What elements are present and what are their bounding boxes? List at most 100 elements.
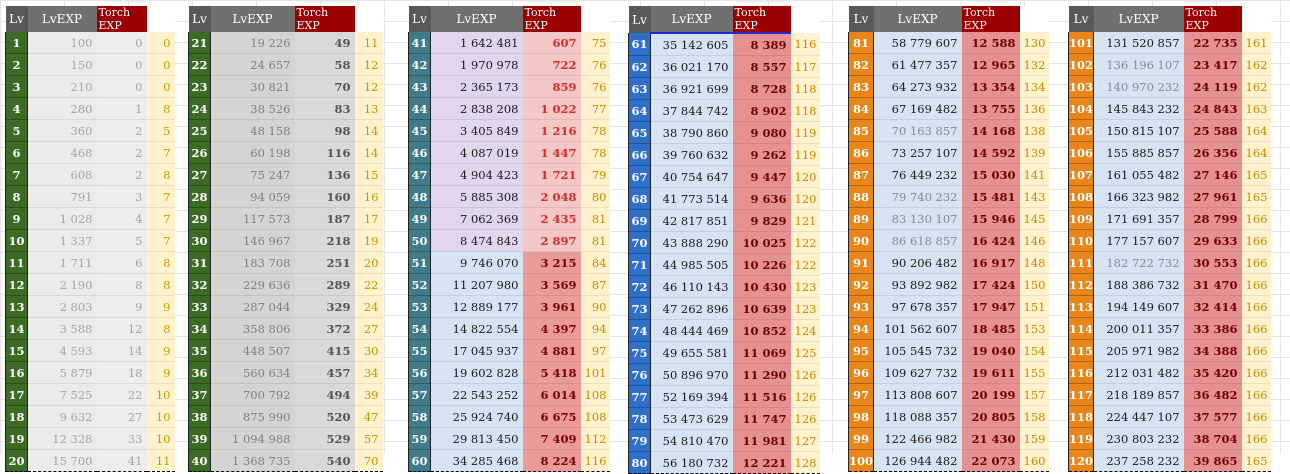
- lvexp-cell[interactable]: 166 323 982: [1093, 185, 1184, 208]
- lvexp-cell[interactable]: 5 879: [27, 361, 97, 384]
- level-cell[interactable]: 73: [628, 297, 651, 320]
- lvexp-cell[interactable]: 183 708: [210, 251, 295, 274]
- torch-exp-cell[interactable]: 11 516: [732, 385, 791, 408]
- level-cell[interactable]: 72: [628, 275, 651, 298]
- torch-exp-cell[interactable]: 19 611: [961, 361, 1020, 384]
- bonus-cell[interactable]: 0: [146, 32, 175, 54]
- lvexp-cell[interactable]: 230 803 232: [1093, 427, 1184, 450]
- torch-exp-cell[interactable]: 18 485: [961, 317, 1020, 340]
- col-header-lv[interactable]: Lv: [848, 6, 874, 32]
- col-header-lvexp[interactable]: LvEXP: [650, 6, 733, 34]
- lvexp-cell[interactable]: 1 970 978: [430, 53, 523, 76]
- bonus-cell[interactable]: 166: [1241, 295, 1272, 318]
- torch-exp-cell[interactable]: 20 805: [961, 405, 1020, 428]
- col-header-torch-exp[interactable]: Torch EXP: [96, 6, 147, 32]
- level-cell[interactable]: 82: [847, 53, 875, 76]
- lvexp-cell[interactable]: 136 196 107: [1093, 53, 1184, 76]
- lvexp-cell[interactable]: 12 328: [27, 427, 97, 450]
- level-cell[interactable]: 96: [847, 361, 875, 384]
- lvexp-cell[interactable]: 3 588: [27, 317, 97, 340]
- lvexp-cell[interactable]: 29 813 450: [430, 427, 523, 450]
- bonus-cell[interactable]: 166: [1241, 405, 1272, 428]
- level-cell[interactable]: 108: [1067, 185, 1095, 208]
- torch-exp-cell[interactable]: 3 961: [522, 295, 581, 318]
- lvexp-cell[interactable]: 448 507: [210, 339, 295, 362]
- lvexp-cell[interactable]: 9 746 070: [430, 251, 523, 274]
- lvexp-cell[interactable]: 287 044: [210, 295, 295, 318]
- col-header-lv[interactable]: Lv: [5, 6, 28, 32]
- level-cell[interactable]: 18: [5, 405, 28, 428]
- lvexp-cell[interactable]: 360: [27, 119, 97, 142]
- torch-exp-cell[interactable]: 22: [96, 383, 147, 406]
- lvexp-cell[interactable]: 34 285 468: [430, 449, 523, 472]
- torch-exp-cell[interactable]: 28 799: [1183, 207, 1242, 230]
- bonus-cell[interactable]: 157: [1019, 383, 1050, 406]
- bonus-cell[interactable]: 162: [1241, 53, 1272, 76]
- lvexp-cell[interactable]: 24 657: [210, 53, 295, 76]
- col-header-torch-exp[interactable]: Torch EXP: [522, 6, 581, 32]
- bonus-cell[interactable]: 108: [580, 405, 611, 428]
- lvexp-cell[interactable]: 131 520 857: [1093, 32, 1184, 54]
- col-header-lv[interactable]: Lv: [1068, 6, 1094, 32]
- torch-exp-cell[interactable]: 8 389: [732, 33, 791, 56]
- level-cell[interactable]: 105: [1067, 119, 1095, 142]
- bonus-cell[interactable]: 24: [354, 295, 383, 318]
- lvexp-cell[interactable]: 12 889 177: [430, 295, 523, 318]
- torch-exp-cell[interactable]: 83: [294, 97, 355, 120]
- torch-exp-cell[interactable]: 9 636: [732, 187, 791, 210]
- lvexp-cell[interactable]: 4 087 019: [430, 141, 523, 164]
- torch-exp-cell[interactable]: 37 577: [1183, 405, 1242, 428]
- level-cell[interactable]: 44: [408, 97, 431, 120]
- lvexp-cell[interactable]: 17 045 937: [430, 339, 523, 362]
- torch-exp-cell[interactable]: 415: [294, 339, 355, 362]
- lvexp-cell[interactable]: 67 169 482: [873, 97, 962, 120]
- level-cell[interactable]: 39: [188, 427, 211, 450]
- bonus-cell[interactable]: 124: [790, 319, 821, 342]
- level-cell[interactable]: 109: [1067, 207, 1095, 230]
- lvexp-cell[interactable]: 49 655 581: [650, 341, 733, 364]
- lvexp-cell[interactable]: 48 158: [210, 119, 295, 142]
- lvexp-cell[interactable]: 79 740 232: [873, 185, 962, 208]
- lvexp-cell[interactable]: 1 642 481: [430, 32, 523, 54]
- torch-exp-cell[interactable]: 187: [294, 207, 355, 230]
- level-cell[interactable]: 80: [628, 451, 651, 474]
- lvexp-cell[interactable]: 41 773 514: [650, 187, 733, 210]
- bonus-cell[interactable]: 165: [1241, 163, 1272, 186]
- lvexp-cell[interactable]: 791: [27, 185, 97, 208]
- torch-exp-cell[interactable]: 36 482: [1183, 383, 1242, 406]
- bonus-cell[interactable]: 165: [1241, 185, 1272, 208]
- torch-exp-cell[interactable]: 329: [294, 295, 355, 318]
- level-cell[interactable]: 3: [5, 75, 28, 98]
- bonus-cell[interactable]: 153: [1019, 317, 1050, 340]
- lvexp-cell[interactable]: 700 792: [210, 383, 295, 406]
- bonus-cell[interactable]: 9: [146, 361, 175, 384]
- torch-exp-cell[interactable]: 4 397: [522, 317, 581, 340]
- torch-exp-cell[interactable]: 15 946: [961, 207, 1020, 230]
- col-header-lvexp[interactable]: LvEXP: [873, 6, 962, 32]
- torch-exp-cell[interactable]: 6 675: [522, 405, 581, 428]
- torch-exp-cell[interactable]: 10 025: [732, 231, 791, 254]
- bonus-cell[interactable]: 162: [1241, 75, 1272, 98]
- lvexp-cell[interactable]: 113 808 607: [873, 383, 962, 406]
- lvexp-cell[interactable]: 11 207 980: [430, 273, 523, 296]
- bonus-cell[interactable]: 90: [580, 295, 611, 318]
- lvexp-cell[interactable]: 145 843 232: [1093, 97, 1184, 120]
- bonus-cell[interactable]: 20: [354, 251, 383, 274]
- level-cell[interactable]: 102: [1067, 53, 1095, 76]
- bonus-cell[interactable]: 160: [1019, 449, 1050, 472]
- lvexp-cell[interactable]: 64 273 932: [873, 75, 962, 98]
- lvexp-cell[interactable]: 224 447 107: [1093, 405, 1184, 428]
- torch-exp-cell[interactable]: 12 588: [961, 32, 1020, 54]
- level-cell[interactable]: 60: [408, 449, 431, 472]
- lvexp-cell[interactable]: 19 602 828: [430, 361, 523, 384]
- bonus-cell[interactable]: 123: [790, 297, 821, 320]
- torch-exp-cell[interactable]: 12 221: [732, 451, 791, 474]
- level-cell[interactable]: 52: [408, 273, 431, 296]
- lvexp-cell[interactable]: 14 822 554: [430, 317, 523, 340]
- lvexp-cell[interactable]: 83 130 107: [873, 207, 962, 230]
- level-cell[interactable]: 77: [628, 385, 651, 408]
- bonus-cell[interactable]: 159: [1019, 427, 1050, 450]
- lvexp-cell[interactable]: 39 760 632: [650, 143, 733, 166]
- bonus-cell[interactable]: 39: [354, 383, 383, 406]
- lvexp-cell[interactable]: 161 055 482: [1093, 163, 1184, 186]
